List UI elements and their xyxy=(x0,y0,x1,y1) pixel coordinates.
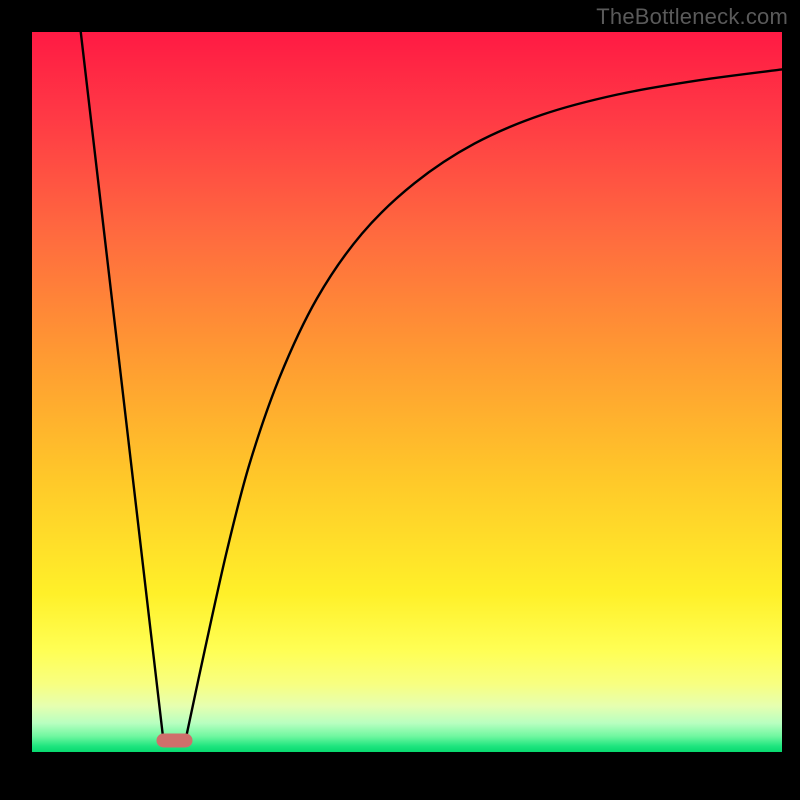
plot-area xyxy=(32,32,782,752)
chart-frame: TheBottleneck.com xyxy=(0,0,800,800)
attribution-text: TheBottleneck.com xyxy=(596,4,788,30)
frame-border-right xyxy=(782,0,800,800)
frame-border-bottom xyxy=(0,752,800,800)
vertex-marker xyxy=(157,733,193,747)
marker-layer xyxy=(32,32,782,752)
frame-border-left xyxy=(0,0,32,800)
